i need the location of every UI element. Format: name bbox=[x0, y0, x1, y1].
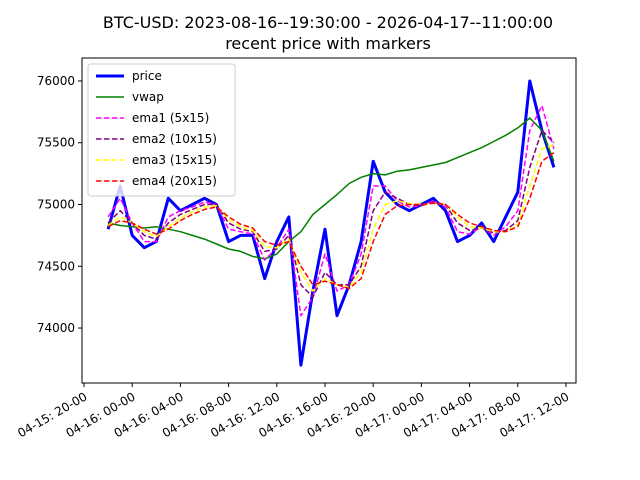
series-line bbox=[107, 104, 555, 317]
legend-box bbox=[87, 63, 236, 197]
series-line bbox=[107, 144, 555, 292]
y-tick-label: 76000 bbox=[37, 74, 75, 88]
legend-label: vwap bbox=[132, 90, 164, 104]
chart-title: BTC-USD: 2023-08-16--19:30:00 - 2026-04-… bbox=[103, 13, 553, 32]
chart-subtitle: recent price with markers bbox=[225, 34, 431, 53]
legend-label: price bbox=[132, 69, 162, 83]
series-line bbox=[107, 129, 555, 298]
y-tick-label: 74000 bbox=[37, 321, 75, 335]
legend-label: ema1 (5x15) bbox=[132, 111, 209, 125]
series-line bbox=[107, 151, 555, 290]
legend-label: ema2 (10x15) bbox=[132, 132, 217, 146]
legend-label: ema3 (15x15) bbox=[132, 153, 217, 167]
plot-frame bbox=[81, 57, 577, 384]
series-line bbox=[107, 117, 555, 260]
y-tick-label: 74500 bbox=[37, 259, 75, 273]
y-tick-label: 75500 bbox=[37, 136, 75, 150]
y-tick-label: 75000 bbox=[37, 198, 75, 212]
legend-label: ema4 (20x15) bbox=[132, 174, 217, 188]
